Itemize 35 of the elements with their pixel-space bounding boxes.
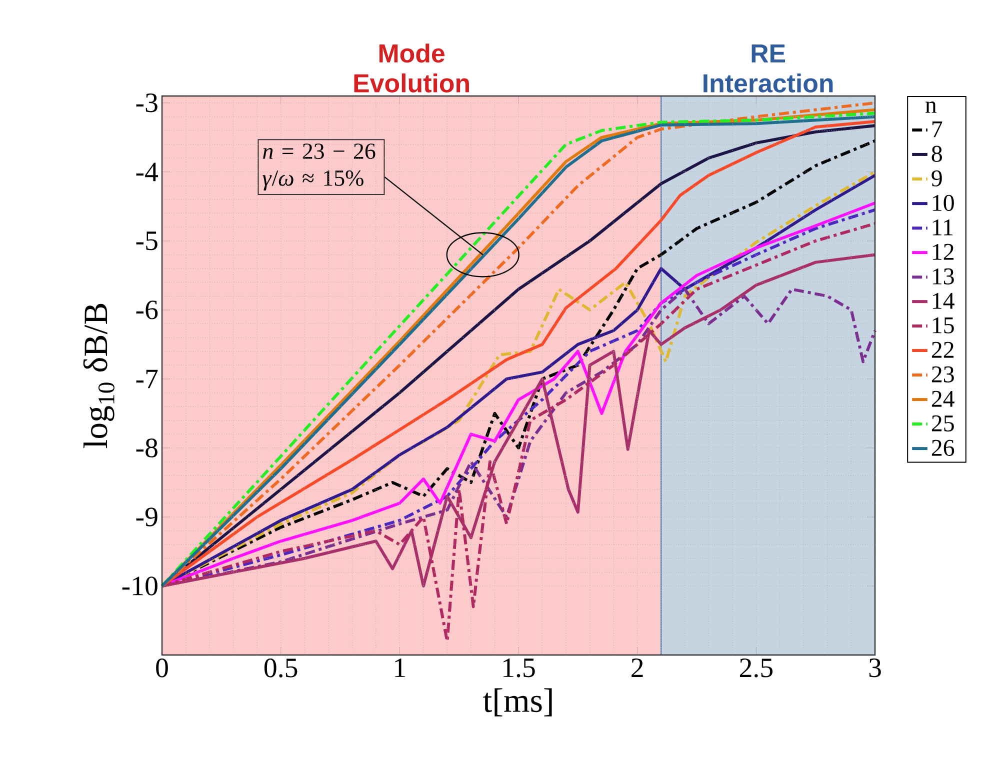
x-tick-label: 2.5 [740,658,773,678]
y-tick-label: -4 [136,162,158,182]
y-tick-label: -10 [122,576,158,596]
x-tick-label: 3 [869,658,881,678]
legend-label: 23 [932,366,954,382]
legend-label: 15 [932,317,954,334]
y-tick-label: -5 [136,232,158,250]
legend-label: 10 [932,194,954,212]
annotation: n = 23 − 26 γ/ω ≈ 15% [262,144,376,191]
y-tick-label: -3 [136,94,158,112]
y-axis-title: log$_{10}$ δB/B [83,304,114,448]
legend-label: 12 [932,244,954,260]
x-tick-label: 0.5 [264,658,298,678]
legend-label: 8 [932,146,942,162]
x-tick-label: 1 [395,658,405,677]
x-tick-label: 2 [632,658,643,677]
legend-label: 25 [932,415,954,432]
legend-label: 14 [932,292,954,309]
y-tick-label: -8 [136,438,158,458]
legend-label: 24 [932,390,954,407]
legend-label: 7 [932,121,942,138]
x-tick-label: 0 [156,658,168,678]
legend-label: 11 [932,219,952,236]
legend-label: 22 [932,342,954,358]
band-label: RE Interaction [704,44,833,92]
band-label: Mode Evolution [354,44,469,92]
x-tick-label: 1.5 [504,658,535,678]
legend-label: 13 [932,268,954,284]
legend-label: 26 [932,440,954,456]
x-axis-title: t[ms] [483,688,552,716]
legend-label: 9 [932,170,942,186]
legend-title: n [925,101,937,113]
y-tick-label: -6 [136,300,158,320]
y-tick-label: -7 [136,370,158,388]
y-tick-label: -9 [136,508,158,526]
